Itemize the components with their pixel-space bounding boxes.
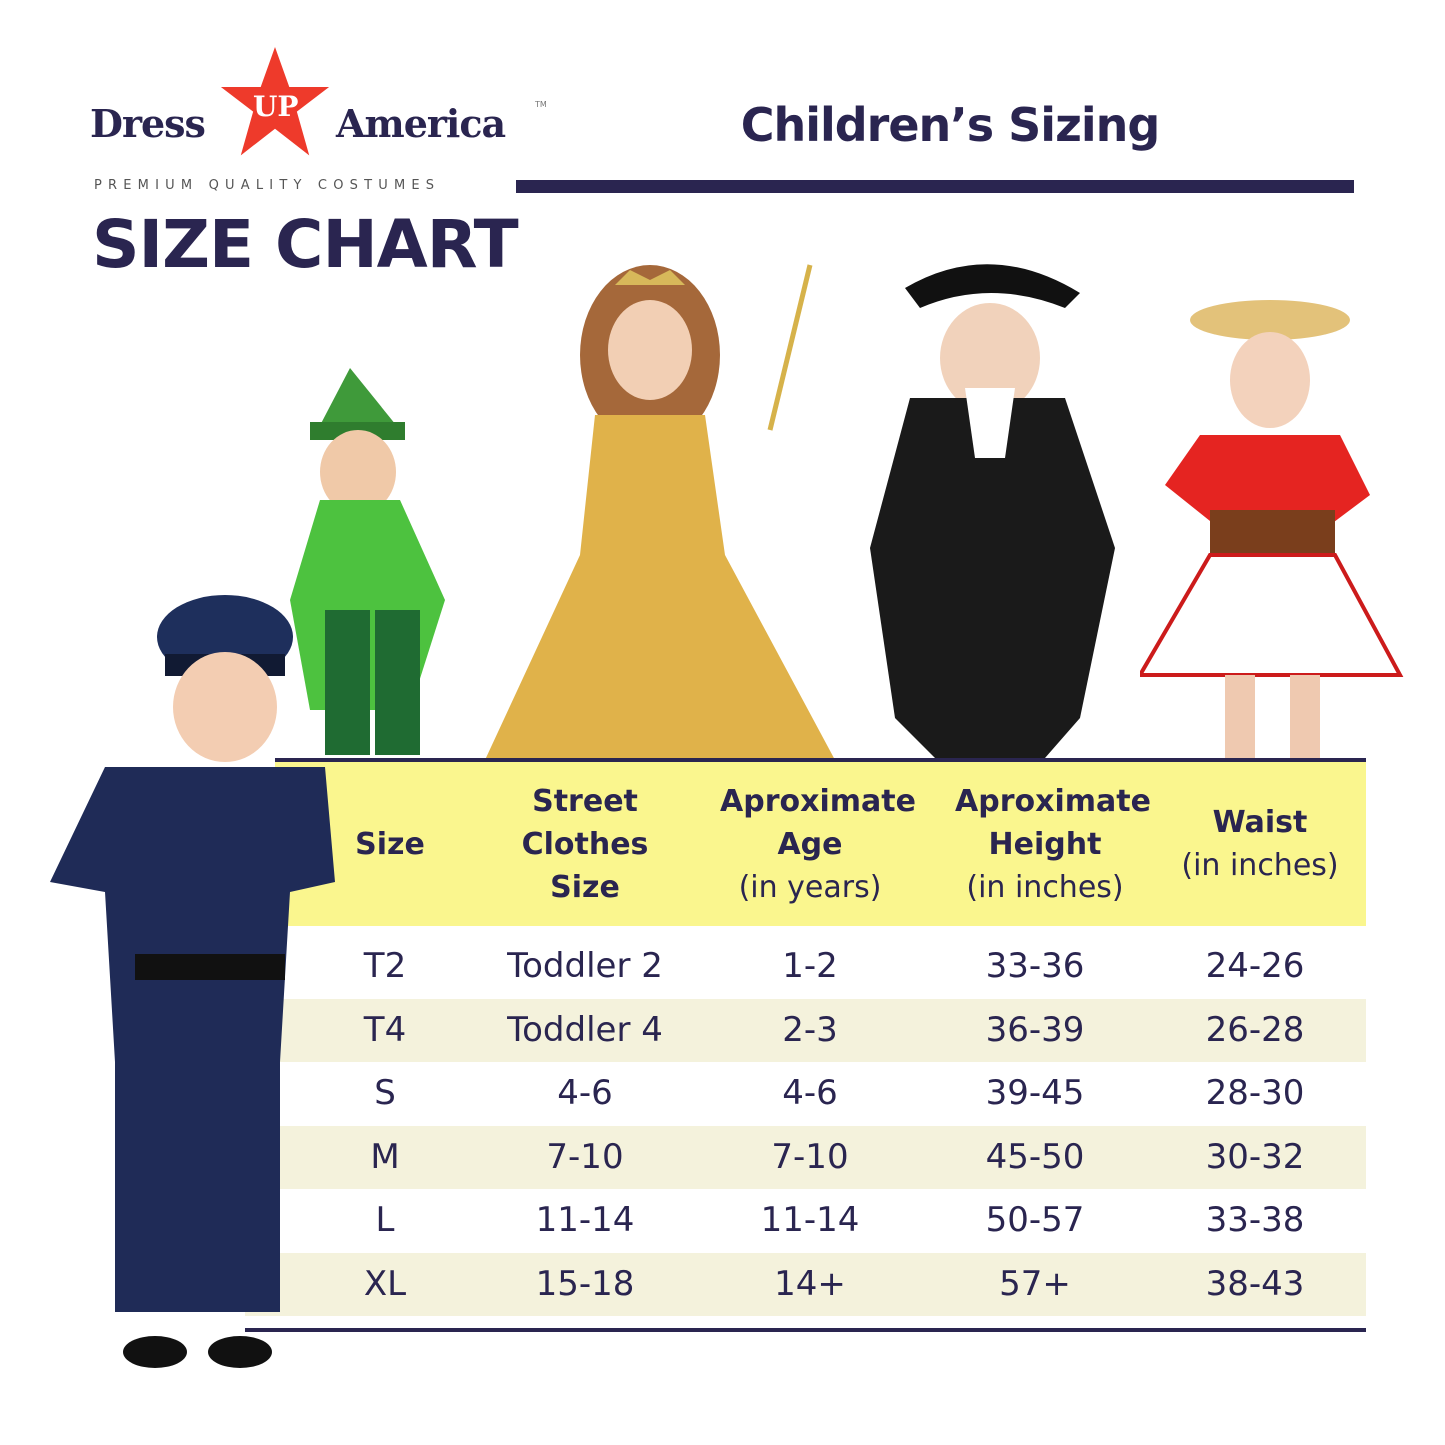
header-height: Aproximate Height (in inches): [930, 762, 1160, 926]
colonial-costume-image: [870, 264, 1115, 758]
logo-america: America: [336, 101, 506, 146]
star-icon: [215, 41, 335, 161]
header-label: Size: [355, 826, 425, 862]
logo-up: UP: [253, 90, 299, 123]
cell-waist: 24-26: [1205, 946, 1305, 986]
table-header: Size Street Clothes Size Aproximate Age (…: [275, 758, 1366, 926]
cell-size: T4: [363, 1009, 407, 1050]
header-street-size: Street Clothes Size: [485, 762, 685, 926]
princess-costume-image: [485, 264, 835, 760]
cell-age: 2-3: [782, 1009, 838, 1050]
cell-height: 50-57: [985, 1200, 1085, 1240]
header-label: Waist: [1212, 805, 1308, 840]
table-row: XL 15-18 14+ 57+ 38-43: [245, 1252, 1366, 1316]
header-label: Aproximate Height: [955, 783, 1151, 862]
cell-age: 14+: [774, 1263, 846, 1304]
page-heading: SIZE CHART: [92, 206, 519, 283]
cell-street-size: 7-10: [546, 1136, 624, 1177]
police-costume-image: [50, 595, 335, 1368]
cell-waist: 26-28: [1205, 1009, 1305, 1050]
table-row: S 4-6 4-6 39-45 28-30: [245, 1062, 1366, 1125]
title-divider: [516, 180, 1354, 193]
cell-size: M: [370, 1136, 400, 1177]
cell-waist: 38-43: [1205, 1263, 1305, 1304]
cell-size: L: [375, 1200, 395, 1240]
cell-height: 45-50: [985, 1136, 1085, 1177]
cell-street-size: Toddler 4: [507, 1009, 663, 1050]
cell-height: 57+: [999, 1263, 1071, 1304]
cell-size: S: [374, 1073, 396, 1113]
cell-age: 7-10: [771, 1136, 849, 1177]
cell-age: 1-2: [782, 946, 838, 986]
cell-waist: 33-38: [1205, 1200, 1305, 1240]
header-unit: (in years): [738, 869, 882, 905]
table-row: T4 Toddler 4 2-3 36-39 26-28: [245, 998, 1366, 1062]
cell-size: XL: [363, 1263, 407, 1304]
table-row: L 11-14 11-14 50-57 33-38: [245, 1189, 1366, 1252]
trademark: TM: [535, 100, 547, 109]
cell-street-size: 15-18: [535, 1263, 635, 1304]
cell-street-size: 4-6: [557, 1073, 613, 1113]
header-size: Size: [315, 762, 465, 926]
logo-dress: Dress: [90, 101, 206, 146]
cell-street-size: 11-14: [535, 1200, 635, 1240]
cowgirl-costume-image: [1140, 300, 1404, 760]
header-unit: (in inches): [1181, 848, 1339, 883]
header-waist: Waist (in inches): [1160, 762, 1360, 926]
table-row: T2 Toddler 2 1-2 33-36 24-26: [245, 935, 1366, 998]
page-title: Children’s Sizing: [740, 98, 1161, 152]
table-bottom-rule: [245, 1328, 1366, 1332]
cell-height: 39-45: [985, 1073, 1085, 1113]
cell-waist: 28-30: [1205, 1073, 1305, 1113]
header-age: Aproximate Age (in years): [695, 762, 925, 926]
table-row: M 7-10 7-10 45-50 30-32: [245, 1125, 1366, 1189]
peter-pan-costume-image: [290, 368, 445, 755]
header-unit: (in inches): [966, 869, 1124, 905]
cell-age: 4-6: [782, 1073, 838, 1113]
cell-size: T2: [363, 946, 407, 986]
cell-street-size: Toddler 2: [507, 946, 663, 986]
tagline: PREMIUM QUALITY COSTUMES: [94, 178, 441, 193]
cell-age: 11-14: [760, 1200, 860, 1240]
brand-logo: Dress UP America TM: [90, 40, 547, 180]
header-label: Street Clothes Size: [521, 783, 649, 905]
cell-height: 36-39: [985, 1009, 1085, 1050]
cell-height: 33-36: [985, 946, 1085, 986]
header-label: Aproximate Age: [720, 783, 916, 862]
cell-waist: 30-32: [1205, 1136, 1305, 1177]
